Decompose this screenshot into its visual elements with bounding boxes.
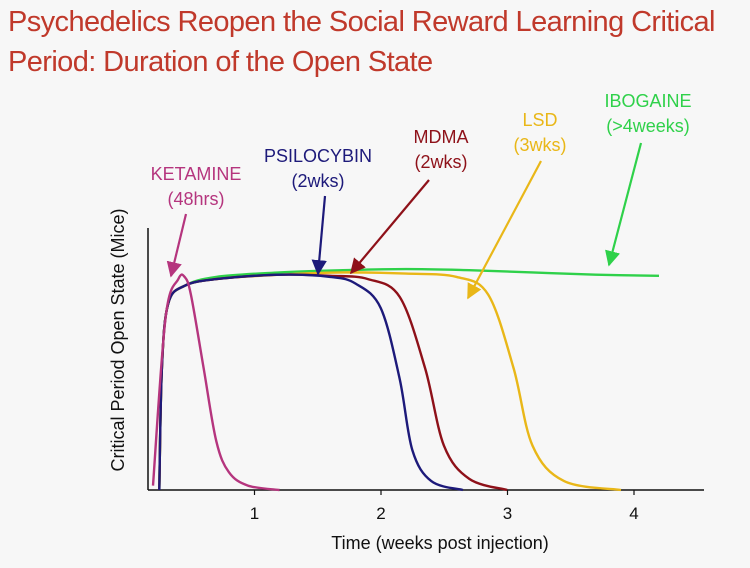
callout-duration-psilocybin: (2wks) (292, 171, 345, 191)
callout-name-mdma: MDMA (414, 127, 469, 147)
callout-name-ibogaine: IBOGAINE (604, 91, 691, 111)
x-ticks: 1 2 3 4 (250, 490, 639, 523)
x-tick-label-3: 3 (503, 504, 512, 523)
x-tick-label-2: 2 (376, 504, 385, 523)
series-lines (151, 267, 660, 492)
x-tick-label-4: 4 (629, 504, 638, 523)
slide-title-line-1: Psychedelics Reopen the Social Reward Le… (8, 6, 715, 38)
callout-duration-mdma: (2wks) (415, 152, 468, 172)
x-tick-label-1: 1 (250, 504, 259, 523)
series-line-ibogaine (158, 267, 660, 491)
callout-arrow-ketamine (166, 213, 188, 278)
x-axis-title: Time (weeks post injection) (331, 533, 548, 553)
callout-lsd: LSD (3wks) (467, 110, 567, 300)
callout-arrow-psilocybin (311, 195, 327, 276)
callout-arrow-lsd (467, 160, 542, 300)
callout-ketamine: KETAMINE (48hrs) (151, 164, 242, 278)
callout-duration-ibogaine: (>4weeks) (606, 116, 690, 136)
callout-arrow-mdma (350, 179, 430, 275)
slide-title-line-2: Period: Duration of the Open State (8, 46, 433, 78)
series-line-mdma (158, 273, 508, 492)
series-line-lsd (158, 271, 622, 492)
series-line-ketamine (151, 273, 280, 492)
callout-ibogaine: IBOGAINE (>4weeks) (604, 91, 692, 267)
callout-arrow-ibogaine (605, 142, 643, 267)
series-callouts: KETAMINE (48hrs) PSILOCYBIN (2wks) MDMA (2wks… (151, 91, 692, 300)
callout-name-lsd: LSD (522, 110, 557, 130)
callout-duration-ketamine: (48hrs) (167, 189, 224, 209)
callout-psilocybin: PSILOCYBIN (2wks) (264, 146, 372, 276)
callout-mdma: MDMA (2wks) (350, 127, 469, 275)
slide-title: Psychedelics Reopen the Social Reward Le… (8, 2, 743, 82)
chart-axes (147, 228, 704, 491)
y-axis-title: Critical Period Open State (Mice) (108, 208, 128, 471)
callout-duration-lsd: (3wks) (514, 135, 567, 155)
callout-name-ketamine: KETAMINE (151, 164, 242, 184)
callout-name-psilocybin: PSILOCYBIN (264, 146, 372, 166)
